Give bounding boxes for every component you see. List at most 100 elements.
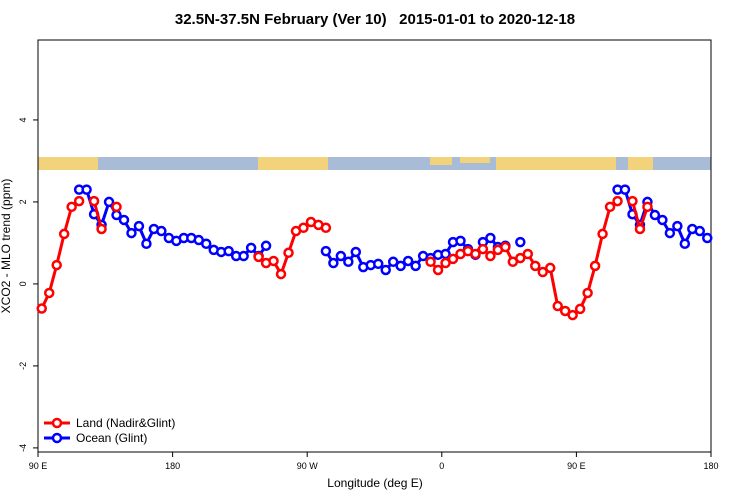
data-point	[447, 253, 459, 265]
data-point	[544, 262, 556, 274]
data-point	[103, 196, 115, 208]
data-point	[380, 264, 391, 276]
data-point	[66, 201, 77, 213]
x-tick-label: 90 W	[297, 461, 319, 471]
legend-label: Ocean (Glint)	[76, 431, 147, 445]
data-point	[694, 225, 706, 237]
data-point	[619, 184, 631, 195]
data-point	[440, 257, 451, 269]
data-point	[425, 256, 436, 268]
y-axis-label: XCO2 - MLO trend (ppm)	[0, 179, 13, 314]
y-tick-label: 2	[18, 199, 28, 204]
data-point	[537, 266, 548, 278]
data-point	[372, 258, 384, 270]
data-point	[133, 220, 145, 232]
data-point	[395, 260, 406, 272]
data-point	[612, 195, 623, 207]
data-point	[410, 260, 421, 272]
data-point	[268, 255, 279, 267]
data-point	[111, 201, 122, 213]
y-tick-label: -4	[18, 444, 28, 452]
data-point	[485, 250, 496, 262]
data-point	[634, 223, 646, 235]
data-point	[522, 248, 534, 260]
data-point	[530, 260, 541, 272]
land-strip	[628, 157, 653, 170]
x-tick-label: 90 E	[567, 461, 586, 471]
data-point	[477, 243, 489, 255]
data-point	[485, 232, 496, 244]
map-strip	[38, 157, 711, 170]
data-point	[201, 238, 212, 249]
data-point	[223, 245, 234, 257]
data-point	[432, 264, 444, 276]
data-point	[574, 303, 586, 315]
data-point	[275, 268, 287, 280]
data-point	[642, 201, 653, 213]
y-tick-label: 4	[18, 117, 28, 122]
y-tick-label: 0	[18, 281, 28, 286]
data-point	[96, 223, 107, 235]
data-point	[118, 214, 130, 226]
land-strip	[258, 157, 328, 170]
land-strip	[460, 157, 490, 163]
data-point	[649, 209, 661, 221]
data-point	[627, 195, 638, 207]
data-point	[253, 251, 264, 263]
legend-marker	[51, 432, 63, 444]
data-point	[672, 220, 683, 232]
data-point	[470, 248, 481, 260]
data-point	[283, 247, 294, 259]
data-point	[58, 228, 70, 240]
data-point	[597, 228, 608, 240]
data-point	[238, 250, 249, 262]
plot-area	[36, 184, 713, 321]
data-point	[664, 227, 676, 239]
data-point	[260, 240, 272, 252]
data-point	[156, 225, 167, 237]
data-point	[245, 242, 257, 254]
x-tick-label: 90 E	[29, 461, 48, 471]
series-line	[40, 199, 649, 317]
plot-frame	[37, 39, 712, 453]
data-point	[335, 250, 347, 262]
data-point	[36, 303, 47, 314]
data-point	[350, 246, 362, 258]
data-point	[88, 195, 100, 207]
legend-marker	[51, 417, 63, 429]
land-strip	[496, 157, 616, 170]
data-point	[702, 232, 713, 244]
data-point	[604, 201, 616, 213]
data-point	[343, 256, 354, 268]
axes: 90 E 180 90 W 0 90 E 180 -4 -2 0 2 4	[18, 117, 719, 471]
data-point	[320, 245, 332, 257]
data-point	[559, 305, 571, 317]
chart-title: 32.5N-37.5N February (Ver 10) 2015-01-01…	[175, 11, 575, 28]
x-tick-label: 180	[165, 461, 180, 471]
y-tick-label: -2	[18, 362, 28, 370]
data-point	[73, 195, 85, 207]
data-point	[43, 287, 55, 299]
x-tick-label: 0	[439, 461, 444, 471]
land-strip	[430, 157, 452, 165]
data-point	[126, 227, 137, 239]
legend-box	[40, 413, 178, 447]
data-point	[455, 235, 466, 247]
x-tick-label: 180	[703, 461, 718, 471]
data-point	[298, 222, 309, 234]
data-point	[657, 214, 668, 226]
data-point	[679, 238, 691, 249]
data-point	[402, 255, 414, 267]
legend-label: Land (Nadir&Glint)	[76, 416, 175, 430]
legend: Land (Nadir&Glint)Ocean (Glint)	[40, 413, 178, 447]
data-point	[81, 184, 92, 195]
data-point	[387, 256, 399, 268]
data-point	[567, 309, 578, 321]
land-strip	[38, 157, 98, 170]
data-point	[500, 241, 511, 253]
x-axis-label: Longitude (deg E)	[327, 476, 422, 490]
data-point	[552, 300, 563, 312]
data-point	[515, 252, 526, 264]
data-point	[141, 238, 152, 249]
